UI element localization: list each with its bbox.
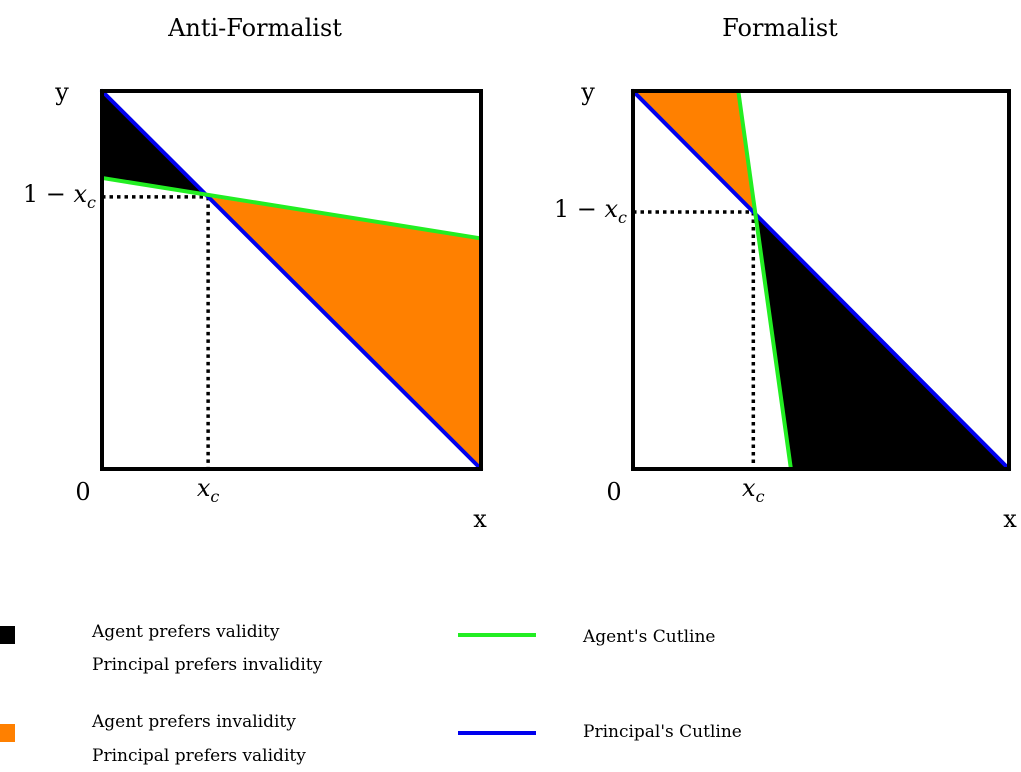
legend: Agent prefers validity Principal prefers…: [0, 622, 742, 766]
panel-title: Anti-Formalist: [167, 14, 342, 42]
anti-formalist-panel: Anti-Formalist y x 0 xc 1 − xc: [23, 14, 487, 533]
orange-region-swatch: [0, 724, 15, 742]
black-legend-line2: Principal prefers invalidity: [92, 655, 323, 675]
principal-cutline-legend-label: Principal's Cutline: [583, 722, 742, 742]
plot-frame: [100, 89, 483, 471]
orange-region: [208, 196, 481, 470]
orange-legend-line1: Agent prefers invalidity: [91, 712, 296, 732]
agent-cutline-legend-label: Agent's Cutline: [582, 627, 715, 647]
xc-label: xc: [742, 474, 765, 506]
panel-title: Formalist: [722, 14, 838, 42]
black-region-swatch: [0, 626, 15, 644]
x-axis-label: x: [1003, 505, 1017, 533]
xc-label: xc: [197, 474, 220, 506]
black-legend-line1: Agent prefers validity: [91, 622, 280, 642]
agent-cutline: [736, 89, 793, 471]
one-minus-xc-label: 1 − xc: [554, 195, 627, 227]
formalist-panel: Formalist y x 0 xc 1 − xc: [554, 14, 1017, 533]
principal-cutline: [100, 89, 483, 471]
one-minus-xc-label: 1 − xc: [23, 180, 96, 212]
origin-label: 0: [606, 478, 621, 506]
principal-cutline: [631, 89, 1011, 471]
orange-legend-line2: Principal prefers validity: [92, 746, 306, 766]
y-axis-label: y: [54, 78, 69, 106]
agent-cutline: [100, 175, 483, 241]
origin-label: 0: [75, 478, 90, 506]
y-axis-label: y: [580, 78, 595, 106]
x-axis-label: x: [473, 505, 487, 533]
plot-frame: [631, 89, 1011, 471]
